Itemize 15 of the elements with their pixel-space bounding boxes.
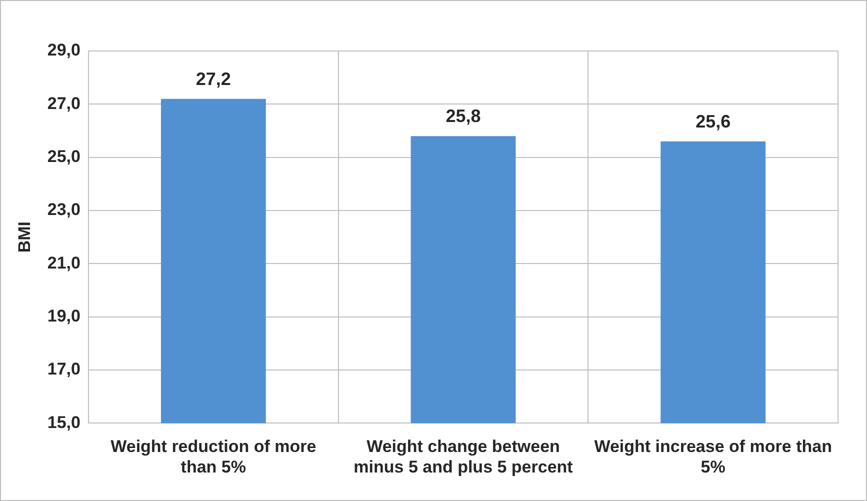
y-tick-label: 29,0 bbox=[47, 40, 80, 60]
y-tick-label: 19,0 bbox=[47, 306, 80, 326]
data-label: 25,6 bbox=[696, 111, 731, 132]
y-tick-label: 25,0 bbox=[47, 147, 80, 166]
x-tick-label: Weight reduction of more than 5% bbox=[110, 437, 316, 476]
data-label: 27,2 bbox=[196, 68, 231, 89]
y-tick-label: 27,0 bbox=[47, 94, 80, 113]
y-tick-label: 17,0 bbox=[47, 360, 80, 379]
y-tick-label: 21,0 bbox=[47, 253, 80, 272]
y-tick-label: 15,0 bbox=[47, 412, 80, 432]
data-label: 25,8 bbox=[446, 106, 481, 126]
x-tick-label: Weight change between minus 5 and plus 5 percent bbox=[354, 437, 574, 476]
y-tick-label: 23,0 bbox=[47, 200, 80, 220]
y-axis-title: BMI bbox=[14, 222, 34, 253]
x-tick-label: Weight increase of more than 5% bbox=[594, 437, 832, 476]
